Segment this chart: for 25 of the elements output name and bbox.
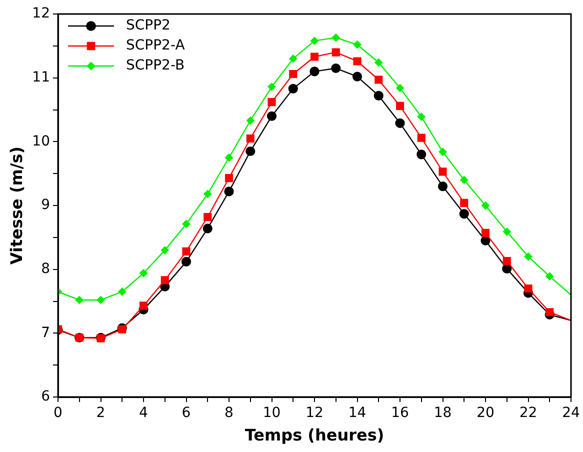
- x-tick-label: 0: [54, 405, 62, 422]
- x-tick-label: 6: [182, 405, 191, 422]
- x-tick-label: 20: [476, 405, 494, 422]
- y-axis-title: Vitesse (m/s): [6, 146, 26, 265]
- y-tick-label: 7: [41, 324, 50, 341]
- x-tick-label: 16: [391, 405, 409, 422]
- legend-label: SCPP2: [126, 18, 170, 34]
- x-tick-label: 18: [434, 405, 452, 422]
- x-tick-label: 14: [348, 405, 366, 422]
- x-tick-label: 8: [224, 405, 234, 422]
- x-tick-label: 22: [519, 405, 538, 422]
- x-tick-label: 2: [96, 405, 106, 422]
- y-tick-label: 12: [32, 6, 50, 22]
- y-tick-label: 6: [41, 388, 50, 405]
- legend-label: SCPP2-A: [126, 38, 186, 54]
- x-tick-label: 4: [139, 405, 148, 422]
- x-tick-label: 24: [562, 405, 580, 422]
- legend-label: SCPP2-B: [126, 58, 185, 74]
- y-tick-label: 8: [41, 260, 50, 277]
- x-tick-label: 12: [306, 405, 324, 422]
- y-tick-label: 9: [41, 197, 50, 214]
- y-tick-label: 11: [32, 69, 50, 86]
- x-axis-title: Temps (heures): [244, 426, 384, 445]
- y-tick-label: 10: [32, 133, 50, 150]
- x-tick-label: 10: [262, 405, 281, 422]
